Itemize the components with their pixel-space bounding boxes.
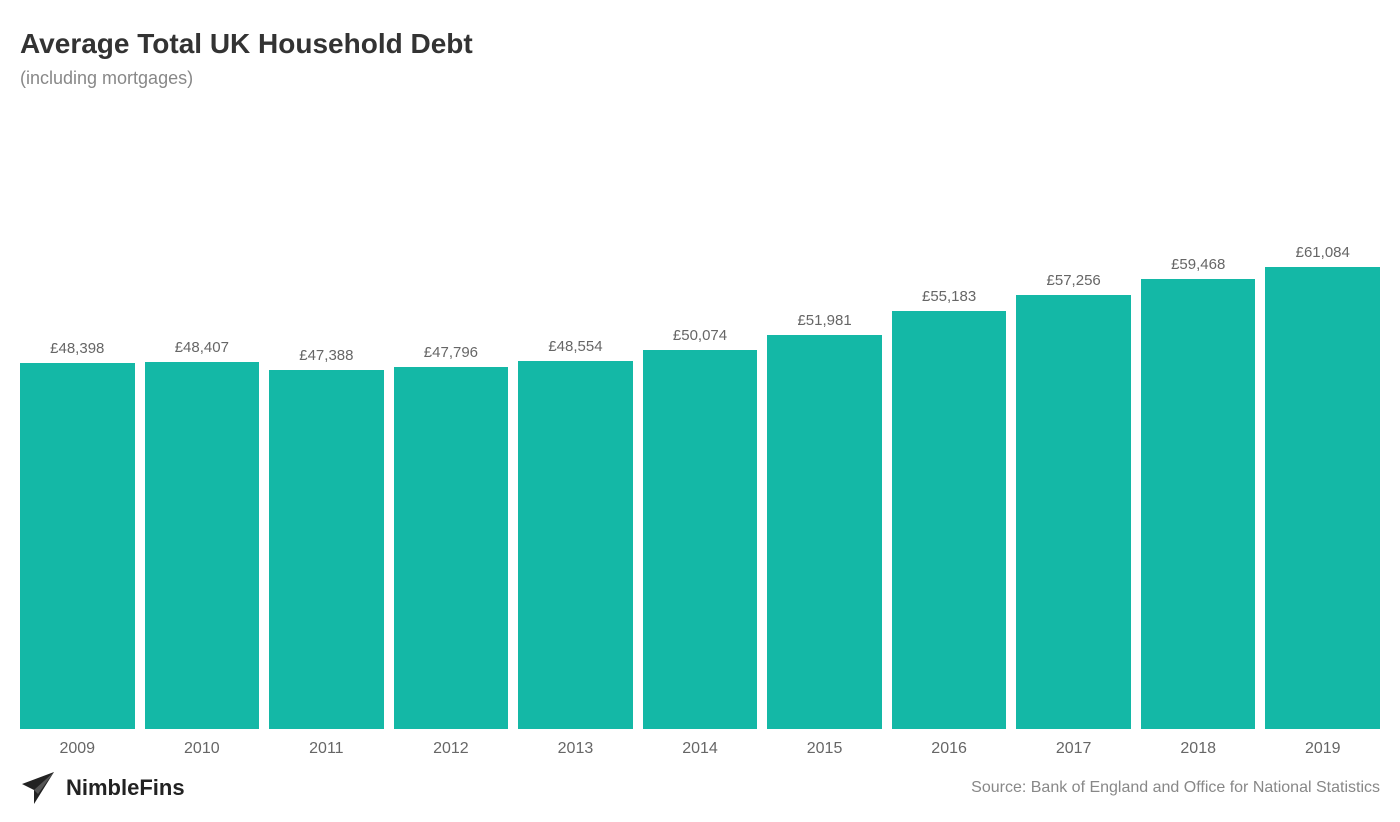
brand-name: NimbleFins	[66, 775, 185, 801]
bar-slot: £57,256	[1016, 272, 1131, 729]
bar-value-label: £48,398	[20, 340, 135, 357]
x-axis-label: 2009	[20, 740, 135, 758]
chart-subtitle: (including mortgages)	[20, 68, 1380, 89]
bar-value-label: £61,084	[1265, 244, 1380, 261]
x-axis-label: 2014	[643, 740, 758, 758]
bar-value-label: £57,256	[1016, 272, 1131, 289]
bar-value-label: £47,388	[269, 347, 384, 364]
x-axis-label: 2015	[767, 740, 882, 758]
bar-slot: £55,183	[892, 288, 1007, 729]
bar-value-label: £50,074	[643, 327, 758, 344]
bar	[892, 311, 1007, 729]
bar	[269, 370, 384, 729]
bar-value-label: £55,183	[892, 288, 1007, 305]
x-axis-label: 2018	[1141, 740, 1256, 758]
x-axis-label: 2012	[394, 740, 509, 758]
bar-slot: £47,388	[269, 347, 384, 729]
bar	[1141, 279, 1256, 729]
bar-value-label: £59,468	[1141, 256, 1256, 273]
bar-value-label: £51,981	[767, 312, 882, 329]
bar	[1265, 267, 1380, 729]
bars-row: £48,398 £48,407 £47,388 £47,796 £48,554 £50,0…	[20, 107, 1380, 730]
x-axis-label: 2013	[518, 740, 633, 758]
bar	[145, 362, 260, 729]
bar-slot: £59,468	[1141, 256, 1256, 729]
x-axis-label: 2017	[1016, 740, 1131, 758]
x-axis-label: 2019	[1265, 740, 1380, 758]
bar	[518, 361, 633, 729]
bar-slot: £50,074	[643, 327, 758, 729]
chart-area: £48,398 £48,407 £47,388 £47,796 £48,554 £50,0…	[20, 107, 1380, 758]
bar-slot: £47,796	[394, 344, 509, 729]
footer: NimbleFins Source: Bank of England and O…	[20, 770, 1380, 812]
bar	[767, 335, 882, 729]
x-axis-label: 2011	[269, 740, 384, 758]
bar-value-label: £48,554	[518, 338, 633, 355]
bar-slot: £51,981	[767, 312, 882, 729]
paper-plane-icon	[20, 770, 56, 806]
x-axis-label: 2016	[892, 740, 1007, 758]
page-root: Average Total UK Household Debt (includi…	[0, 0, 1400, 822]
bar-slot: £61,084	[1265, 244, 1380, 729]
x-axis-labels: 2009 2010 2011 2012 2013 2014 2015 2016 2017 2018…	[20, 740, 1380, 758]
bar-slot: £48,554	[518, 338, 633, 729]
bar	[394, 367, 509, 729]
bar	[1016, 295, 1131, 729]
bar-value-label: £47,796	[394, 344, 509, 361]
chart-title: Average Total UK Household Debt	[20, 28, 1380, 60]
x-axis-label: 2010	[145, 740, 260, 758]
brand: NimbleFins	[20, 770, 185, 806]
bar	[643, 350, 758, 729]
bar-value-label: £48,407	[145, 339, 260, 356]
bar-slot: £48,398	[20, 340, 135, 729]
bar-slot: £48,407	[145, 339, 260, 729]
source-text: Source: Bank of England and Office for N…	[971, 779, 1380, 797]
bar	[20, 363, 135, 729]
